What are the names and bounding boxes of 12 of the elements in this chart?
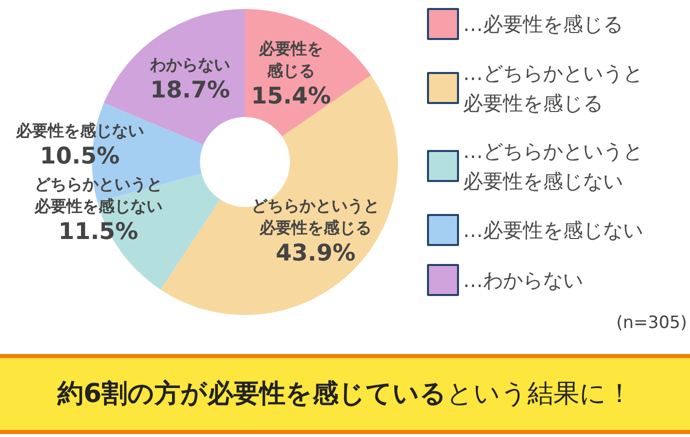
data-label: 必要性を感じる 15.4% (251, 38, 331, 110)
banner: 約6割の方が必要性を感じている という結果に！ (0, 354, 690, 434)
data-label: 必要性を感じない 10.5% (14, 120, 144, 170)
legend-label: …必要性を感じない (463, 218, 643, 242)
legend-label: …必要性を感じる (463, 12, 623, 36)
legend-label: …どちらかというと必要性を感じない (463, 139, 643, 193)
text: (n=305) (616, 313, 687, 333)
data-label: どちらかというと必要性を感じる 43.9% (252, 196, 380, 266)
legend-label: …わからない (463, 268, 583, 292)
data-label: わからない 18.7% (149, 55, 230, 104)
data-label: どちらかというと必要性を感じない 11.5% (33, 174, 162, 245)
legend-label: …どちらかというと必要性を感じる (463, 61, 643, 115)
